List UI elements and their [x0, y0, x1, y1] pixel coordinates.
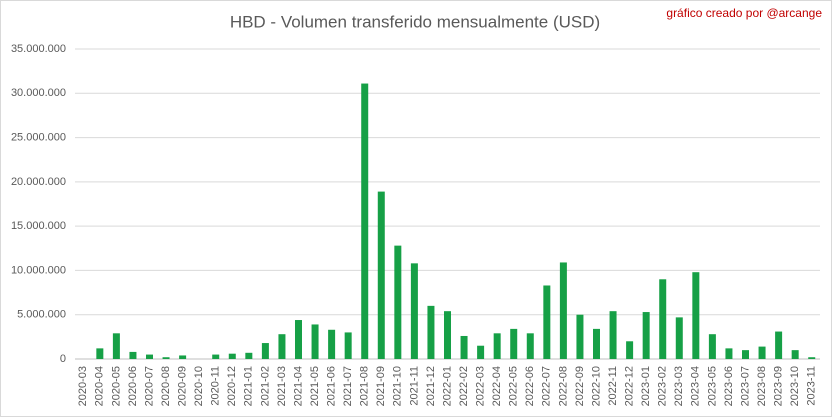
x-tick-label: 2023-10 [789, 366, 801, 406]
x-tick-label: 2020-04 [94, 366, 106, 406]
x-tick-label: 2022-03 [475, 366, 487, 406]
bar [162, 357, 170, 359]
bar [96, 348, 104, 359]
x-tick-label: 2020-08 [160, 366, 172, 406]
y-tick-label: 15.000.000 [11, 220, 66, 232]
bar [559, 262, 567, 359]
x-tick-label: 2023-02 [657, 366, 669, 406]
x-tick-label: 2020-07 [143, 366, 155, 406]
bar [526, 333, 534, 359]
bar [179, 355, 187, 359]
bar [742, 350, 749, 359]
x-tick-label: 2021-03 [276, 366, 288, 406]
x-tick-label: 2022-07 [541, 366, 553, 406]
bar [261, 343, 269, 359]
x-tick-label: 2023-08 [756, 366, 768, 406]
bar [344, 332, 352, 359]
bar [708, 334, 716, 359]
y-tick-label: 5.000.000 [17, 309, 66, 321]
y-tick-label: 35.000.000 [11, 43, 66, 55]
bar [692, 272, 700, 359]
bar [791, 350, 799, 359]
chart-title: HBD - Volumen transferido mensualmente (… [230, 12, 600, 31]
bar [460, 335, 468, 359]
y-tick-label: 30.000.000 [11, 87, 66, 99]
x-tick-label: 2021-08 [359, 366, 371, 406]
x-tick-label: 2020-12 [226, 366, 238, 406]
x-tick-label: 2023-01 [640, 366, 652, 406]
bar [576, 314, 584, 359]
bar [543, 285, 551, 359]
x-tick-label: 2020-11 [210, 366, 222, 406]
bar [295, 320, 302, 359]
x-tick-label: 2022-05 [508, 366, 520, 406]
bar [146, 354, 153, 359]
bar [775, 331, 783, 359]
x-tick-label: 2023-04 [690, 366, 702, 406]
bar [328, 329, 336, 359]
x-tick-label: 2021-07 [342, 366, 354, 406]
bar [311, 324, 319, 359]
bar [245, 352, 253, 359]
x-tick-label: 2021-01 [243, 366, 255, 406]
x-tick-label: 2021-05 [309, 366, 321, 406]
y-tick-label: 10.000.000 [11, 264, 66, 276]
bar [758, 346, 766, 359]
x-tick-label: 2023-03 [673, 366, 685, 406]
bar [493, 333, 501, 359]
bar [642, 312, 650, 359]
x-tick-label: 2020-09 [177, 366, 189, 406]
bar [112, 333, 120, 359]
bar [659, 279, 667, 359]
x-tick-label: 2021-02 [259, 366, 271, 406]
x-tick-label: 2022-01 [441, 366, 453, 406]
x-tick-label: 2022-06 [524, 366, 536, 406]
y-tick-label: 25.000.000 [11, 131, 66, 143]
bar [477, 345, 485, 359]
x-tick-label: 2021-10 [392, 366, 404, 406]
x-tick-label: 2022-04 [491, 366, 503, 406]
x-tick-label: 2020-10 [193, 366, 205, 406]
bar [361, 83, 369, 360]
annotation: gráfico creado por @arcange [666, 6, 822, 20]
x-tick-label: 2022-12 [624, 366, 636, 406]
x-tick-label: 2021-11 [408, 366, 420, 406]
bar [427, 305, 435, 359]
x-tick-label: 2023-05 [706, 366, 718, 406]
x-tick-label: 2020-05 [110, 366, 122, 406]
bar [725, 348, 733, 359]
x-tick-label: 2023-11 [806, 366, 818, 406]
x-tick-label: 2020-03 [77, 366, 89, 406]
x-tick-label: 2022-10 [590, 366, 602, 406]
bar [278, 334, 286, 359]
bar [609, 311, 617, 359]
x-tick-label: 2021-06 [326, 366, 338, 406]
bar [377, 191, 385, 359]
bar [212, 354, 220, 359]
x-tick-label: 2021-04 [292, 366, 304, 406]
x-tick-label: 2022-11 [607, 366, 619, 406]
x-tick-label: 2023-06 [723, 366, 735, 406]
x-tick-label: 2022-09 [574, 366, 586, 406]
bar [593, 328, 600, 359]
bar [394, 245, 402, 359]
x-tick-label: 2023-07 [739, 366, 751, 406]
x-tick-label: 2022-02 [458, 366, 470, 406]
x-tick-label: 2020-06 [127, 366, 139, 406]
bar [808, 357, 816, 359]
bar [129, 351, 137, 359]
x-tick-label: 2021-12 [425, 366, 437, 406]
bar [410, 263, 418, 359]
y-tick-label: 0 [60, 353, 66, 365]
bar [510, 328, 518, 359]
bar [675, 317, 683, 359]
bar [626, 341, 634, 359]
x-tick-label: 2023-09 [773, 366, 785, 406]
bar [228, 353, 236, 359]
x-tick-label: 2022-08 [557, 366, 569, 406]
x-tick-label: 2021-09 [375, 366, 387, 406]
bar [444, 311, 451, 359]
y-tick-label: 20.000.000 [11, 176, 66, 188]
